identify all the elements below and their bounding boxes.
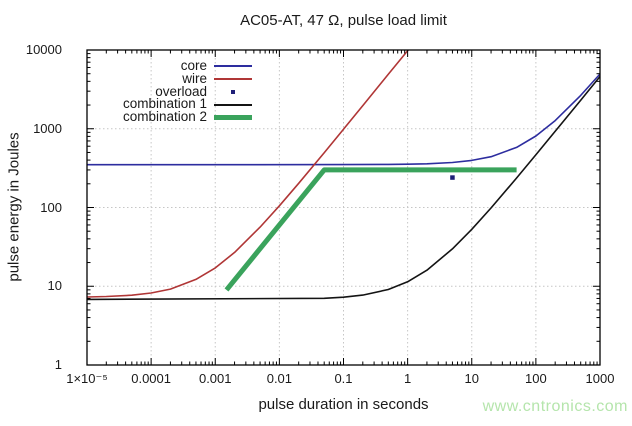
x-tick-label: 10 [464,371,479,386]
x-tick-label: 1 [404,371,412,386]
series-combination-1 [86,75,601,301]
swatch-shape [214,115,252,121]
legend-item-combination-2: combination 2 [97,109,255,125]
y-tick-label: 1000 [33,120,62,136]
legend-marker-swatch [211,86,255,99]
marker-overload [450,175,455,180]
x-tick-label: 1×10⁻⁵ [66,371,108,386]
swatch-shape [214,78,252,81]
legend-line-swatch [211,73,255,86]
x-tick-label: 0.1 [334,371,353,386]
legend-label: overload [155,83,207,99]
legend: core wire overload combination 1 combination… [97,58,255,125]
chart-title: AC05-AT, 47 Ω, pulse load limit [240,12,447,29]
x-tick-label: 1000 [585,371,615,386]
plot-frame [86,49,601,366]
series-combination-2 [224,167,517,292]
series-core [87,73,601,166]
y-tick-label: 100 [40,199,62,215]
swatch-shape [214,103,252,106]
legend-label: core [180,58,207,73]
legend-line-swatch [211,60,255,73]
legend-line-swatch [211,98,255,111]
x-tick-label: 0.001 [198,371,232,386]
legend-item-wire: wire [97,70,255,86]
y-tick-label: 10000 [25,42,62,57]
x-axis-label: pulse duration in seconds [258,396,429,413]
x-tick-label: 100 [525,371,547,386]
legend-label: combination 2 [122,109,207,125]
legend-label: combination 1 [122,96,207,112]
watermark: www.cntronics.com [482,398,628,415]
swatch-shape [214,65,252,68]
legend-label: wire [182,70,207,86]
series-wire [86,49,409,298]
y-tick-label: 10 [47,278,62,294]
legend-item-core: core [97,58,255,73]
legend-item-overload: overload [97,83,255,99]
y-tick-label: 1 [54,357,62,372]
x-tick-label: 0.0001 [131,371,171,386]
x-tick-label: 0.01 [266,371,293,386]
swatch-shape [231,89,235,94]
legend-item-combination-1: combination 1 [97,96,255,112]
legend-line-swatch [211,111,255,124]
